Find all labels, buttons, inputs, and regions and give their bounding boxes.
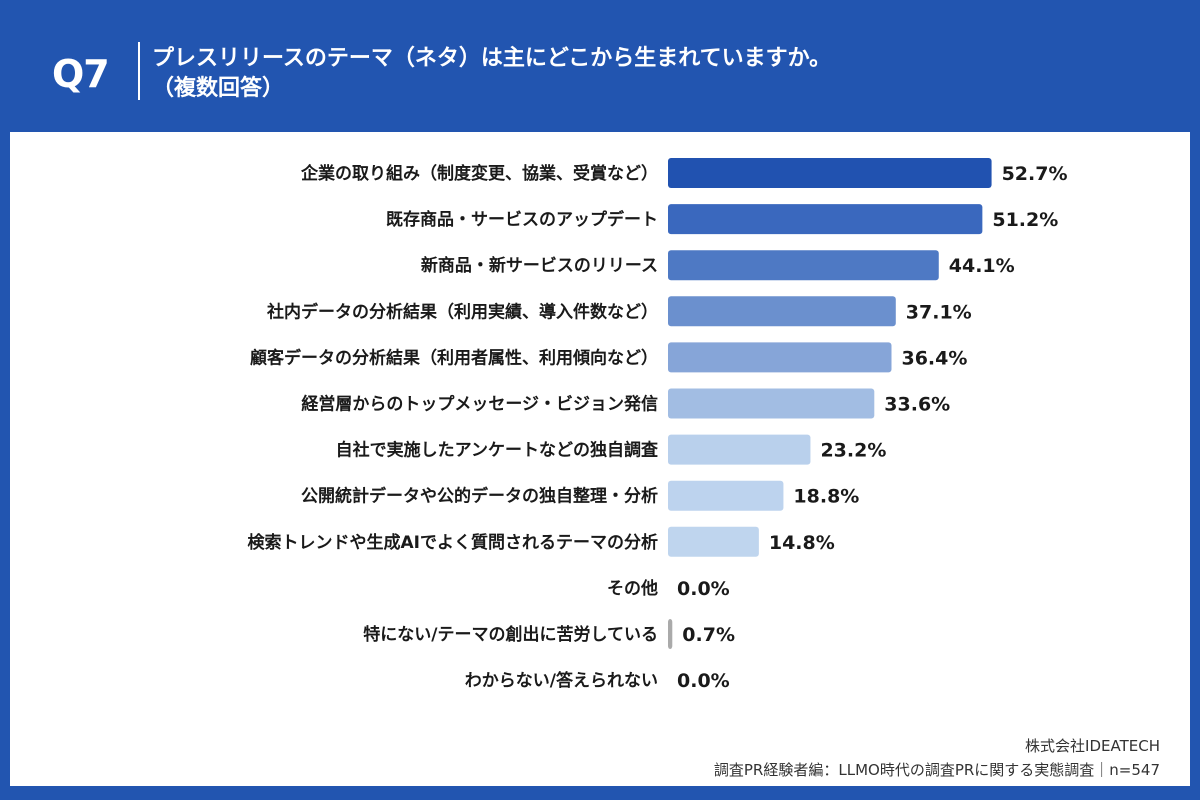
value-label: 18.8% [793, 486, 859, 508]
category-label: その他 [607, 578, 658, 599]
question-number: Q7 [52, 52, 110, 96]
value-label: 36.4% [901, 347, 967, 369]
value-label: 51.2% [992, 209, 1058, 231]
value-label: 44.1% [949, 255, 1015, 277]
title-line-2: （複数回答） [152, 76, 285, 101]
value-label: 52.7% [1002, 163, 1068, 185]
category-label: 経営層からのトップメッセージ・ビジョン発信 [301, 394, 658, 415]
value-label: 0.0% [677, 670, 730, 692]
category-label: 企業の取り組み（制度変更、協業、受賞など） [300, 163, 658, 184]
category-label: 顧客データの分析結果（利用者属性、利用傾向など） [250, 347, 658, 368]
source-note: 調査PR経験者編：LLMO時代の調査PRに関する実態調査｜n=547 [713, 761, 1160, 779]
bar [668, 526, 759, 557]
bar [668, 158, 992, 188]
bar [668, 480, 784, 511]
value-label: 37.1% [906, 301, 972, 323]
category-label: 新商品・新サービスのリリース [421, 255, 658, 276]
value-label: 14.8% [769, 532, 835, 554]
bar [668, 204, 983, 235]
value-label: 23.2% [820, 440, 886, 462]
value-label: 33.6% [884, 394, 950, 416]
chart-title: プレスリリースのテーマ（ネタ）は主にどこから生まれていますか。 （複数回答） [152, 44, 831, 104]
value-label: 0.0% [677, 578, 730, 600]
category-label: 検索トレンドや生成AIでよく質問されるテーマの分析 [248, 532, 658, 553]
category-label: 自社で実施したアンケートなどの独自調査 [336, 440, 659, 461]
value-label: 0.7% [682, 624, 735, 646]
category-label: わからない/答えられない [465, 670, 658, 691]
category-label: 特にない/テーマの創出に苦労している [363, 624, 658, 645]
bar [668, 296, 896, 327]
category-label: 公開統計データや公的データの独自整理・分析 [301, 486, 658, 507]
bar [668, 434, 811, 465]
bar [668, 388, 875, 419]
bar [668, 619, 673, 649]
category-label: 社内データの分析結果（利用実績、導入件数など） [266, 301, 658, 322]
company-name: 株式会社IDEATECH [1025, 737, 1160, 755]
chart-panel [10, 132, 1190, 786]
header-divider [138, 42, 140, 100]
category-label: 既存商品・サービスのアップデート [386, 209, 658, 230]
bar [668, 342, 892, 373]
title-line-1: プレスリリースのテーマ（ネタ）は主にどこから生まれていますか。 [152, 46, 832, 71]
bar [668, 250, 939, 281]
